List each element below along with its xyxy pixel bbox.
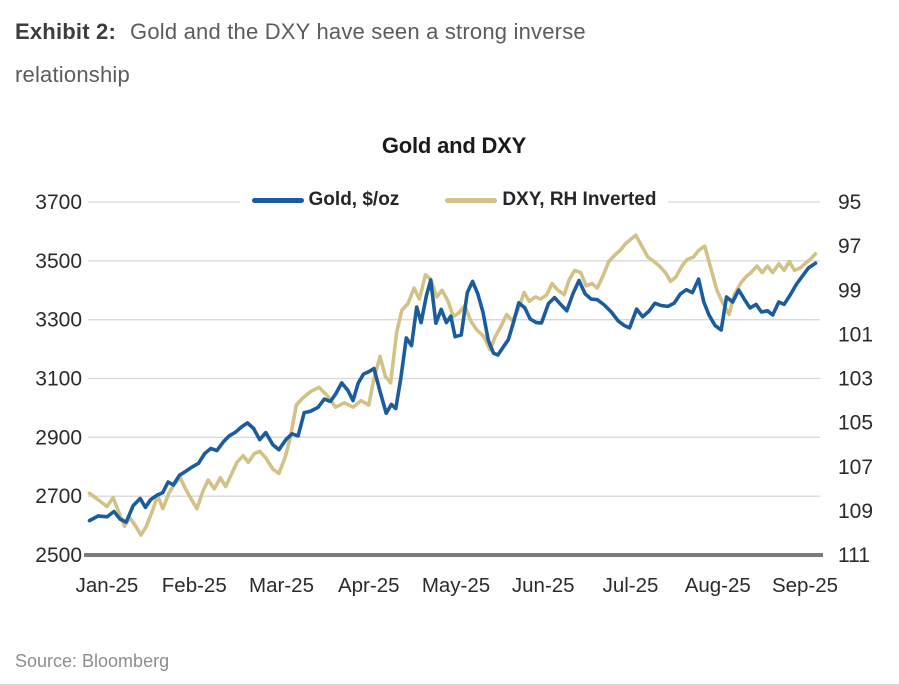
dxy-inverted-line [87,233,818,537]
legend-items: Gold, $/oz DXY, RH Inverted [239,187,669,213]
x-axis-tick-label: Jun-25 [512,574,575,597]
dxy-line-swatch [445,197,498,203]
gold-legend-label: Gold, $/oz [308,189,400,210]
left-axis-tick-label: 2700 [35,485,82,508]
dxy-legend-label: DXY, RH Inverted [502,189,657,210]
exhibit-heading: Exhibit 2: Gold and the DXY have seen a s… [15,10,815,96]
chart-title: Gold and DXY [381,133,527,158]
x-axis-tick-label: Aug-25 [685,574,751,597]
x-axis-tick-label: May-25 [422,574,490,597]
legend-item-dxy: DXY, RH Inverted [445,189,656,211]
gold-price-line [87,261,818,524]
source-note: Source: Bloomberg [15,651,170,671]
x-axis-tick-label: Jul-25 [603,574,659,597]
legend-item-gold: Gold, $/oz [251,189,400,211]
right-axis-tick-label: 97 [838,235,861,258]
exhibit-title-line2: relationship [15,62,130,87]
right-axis-tick-label: 109 [838,500,873,523]
left-axis-tick-label: 3500 [35,250,82,273]
right-axis-tick-label: 99 [838,279,861,302]
exhibit-number: Exhibit 2: [15,19,117,44]
left-axis-tick-label: 3300 [35,309,82,332]
right-axis-tick-label: 111 [838,544,870,567]
left-axis-tick-label: 3700 [35,191,82,214]
left-axis-tick-label: 3100 [35,368,82,391]
x-axis-tick-label: Sep-25 [772,574,838,597]
left-axis-tick-label: 2900 [35,426,82,449]
right-axis-tick-label: 107 [838,456,873,479]
right-axis-tick-label: 105 [838,412,873,435]
x-axis-tick-label: Apr-25 [338,574,400,597]
exhibit-title-line1: Gold and the DXY have seen a strong inve… [130,19,586,44]
gold-line-swatch [251,197,304,203]
chart-legend: Gold, $/oz DXY, RH Inverted [88,187,820,213]
left-axis-tick-label: 2500 [35,544,82,567]
x-axis-tick-label: Feb-25 [162,574,227,597]
bottom-divider [0,684,899,686]
right-axis-tick-label: 103 [838,368,873,391]
right-axis-tick-label: 95 [838,191,861,214]
x-axis-tick-label: Mar-25 [249,574,314,597]
x-axis-tick-label: Jan-25 [76,574,139,597]
right-axis-tick-label: 101 [838,323,873,346]
